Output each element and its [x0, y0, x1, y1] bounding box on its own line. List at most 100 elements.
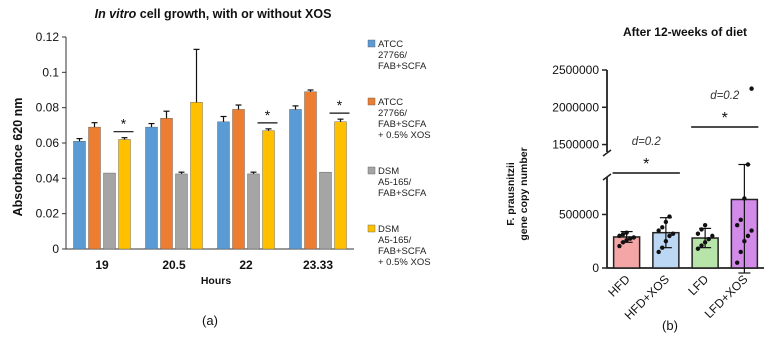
chart-a-bar	[103, 172, 116, 250]
chart-b-effect-size-label: d=0.2	[632, 136, 662, 148]
chart-a-y-tick-label: 0.06	[36, 136, 60, 150]
chart-b-y-tick-label: 2500000	[552, 63, 599, 77]
chart-a-bar	[232, 109, 245, 250]
chart-a-bar	[289, 109, 302, 250]
chart-b-data-point	[667, 233, 672, 239]
chart-a-title-italic: In vitro	[95, 7, 137, 21]
chart-a-legend-label: FAB+SCFA	[378, 61, 427, 72]
chart-b-data-point	[617, 233, 622, 239]
chart-b-data-point	[663, 219, 669, 225]
chart-a-bar	[160, 118, 173, 250]
chart-a-legend-label: + 0.5% XOS	[378, 130, 431, 141]
chart-a-bar	[175, 173, 188, 250]
chart-b-data-point	[749, 228, 754, 233]
chart-a-significance-star: *	[337, 97, 343, 113]
chart-a-significance-star: *	[121, 116, 127, 132]
chart-a-y-tick-label: 0.1	[42, 65, 59, 79]
chart-b-x-tick-label: HFD	[605, 272, 633, 300]
chart-b-effect-size-label: d=0.2	[710, 90, 740, 102]
chart-a-legend-swatch	[367, 166, 376, 175]
chart-b-axis-break-mark	[602, 173, 612, 181]
chart-b-data-point	[734, 222, 740, 228]
chart-a-legend-label: DSM	[378, 166, 399, 177]
chart-a-legend-label: A5-165/	[378, 177, 412, 188]
chart-a-panel-label: (a)	[202, 313, 218, 328]
chart-b-data-point	[656, 249, 661, 255]
chart-a-legend-label: 27766/	[378, 50, 407, 61]
chart-b-data-point	[663, 239, 669, 244]
chart-a-legend-label: A5-165/	[378, 235, 412, 246]
chart-a-title: In vitro cell growth, with or without XO…	[95, 7, 332, 21]
chart-a-x-tick-label: 22	[239, 258, 253, 272]
chart-b-y-tick-label: 500000	[559, 207, 599, 221]
chart-b-data-point	[620, 240, 626, 245]
chart-b-data-point	[702, 240, 708, 245]
chart-b-data-point	[702, 222, 708, 228]
chart-b-x-tick-label: LFD	[685, 272, 711, 298]
chart-b-data-point	[738, 217, 743, 223]
chart-a-x-tick-label: 20.5	[162, 258, 186, 272]
chart-b-data-point	[738, 249, 743, 255]
chart-b-title: After 12-weeks of diet	[623, 25, 747, 39]
chart-b-data-point	[699, 243, 704, 248]
chart-a-legend-swatch	[367, 39, 376, 48]
chart-b-data-point	[617, 243, 622, 249]
chart-b-data-point	[628, 236, 633, 241]
chart-b-data-point	[710, 233, 715, 239]
chart-a-y-tick-label: 0	[52, 242, 59, 256]
chart-b-data-point	[620, 232, 626, 237]
chart-b-data-point	[660, 245, 665, 250]
chart-b-panel-label: (b)	[662, 318, 678, 333]
chart-a-bar	[88, 126, 101, 250]
chart-a-legend-label: FAB+SCFA	[378, 119, 427, 130]
chart-a-bar	[145, 126, 158, 250]
chart-b-y-tick-label: 1500000	[552, 138, 599, 152]
chart-b-ylabel-line2: gene copy number	[518, 147, 530, 240]
chart-a-legend-swatch	[367, 224, 376, 233]
chart-a-bar	[304, 91, 317, 250]
chart-a-legend-label: FAB+SCFA	[378, 188, 427, 199]
chart-b-ylabel-line1: F. prausnitzii	[505, 162, 517, 226]
chart-a-y-tick-label: 0.04	[36, 171, 60, 185]
chart-a-significance-star: *	[265, 107, 271, 123]
chart-b-data-point	[745, 233, 751, 239]
chart-a-bar	[319, 171, 332, 250]
chart-b-data-point	[670, 231, 676, 236]
chart-b-x-tick-label: LFD+XOS	[702, 272, 751, 321]
chart-a-x-tick-label: 23.33	[303, 258, 333, 272]
chart-b-data-point	[749, 86, 754, 91]
chart-a-y-tick-label: 0.02	[36, 207, 60, 221]
chart-a-title-rest: cell growth, with or without XOS	[136, 7, 331, 21]
chart-b-data-point	[656, 228, 661, 233]
chart-a: 0 0.02 0.04 0.06 0.08 0.1 0.12 19 20.5 22 23.33 * * *	[36, 30, 354, 272]
chart-b-data-point	[699, 227, 704, 232]
chart-a-xlabel: Hours	[201, 275, 231, 287]
chart-b-y-tick-label: 2000000	[552, 100, 599, 114]
chart-a-legend-label: DSM	[378, 224, 399, 235]
chart-b-data-point	[695, 246, 701, 251]
chart-b-data-point	[660, 225, 665, 230]
chart-a-bar	[334, 121, 347, 250]
chart-a-legend-label: + 0.5% XOS	[378, 257, 431, 268]
chart-a-bar	[118, 139, 131, 250]
chart-a-legend-label: 27766/	[378, 108, 407, 119]
chart-a-legend-label: ATCC	[378, 97, 403, 108]
chart-b-significance-star: *	[722, 110, 728, 127]
chart-b-data-point	[706, 236, 711, 242]
chart-a-ylabel: Absorbance 620 nm	[11, 98, 25, 217]
chart-b-data-point	[745, 162, 751, 167]
chart-b-data-point	[667, 214, 672, 219]
chart-b-data-point	[624, 230, 629, 235]
chart-a-legend-label: FAB+SCFA	[378, 246, 427, 257]
chart-a-bar	[262, 130, 275, 250]
chart-b-data-point	[742, 239, 747, 244]
chart-b-data-point	[734, 260, 740, 265]
chart-b-data-point	[631, 235, 637, 240]
chart-a-y-tick-label: 0.08	[36, 101, 60, 115]
chart-a-bar	[190, 102, 203, 250]
chart-b-data-point	[624, 237, 629, 243]
chart-a-bar	[73, 141, 86, 250]
